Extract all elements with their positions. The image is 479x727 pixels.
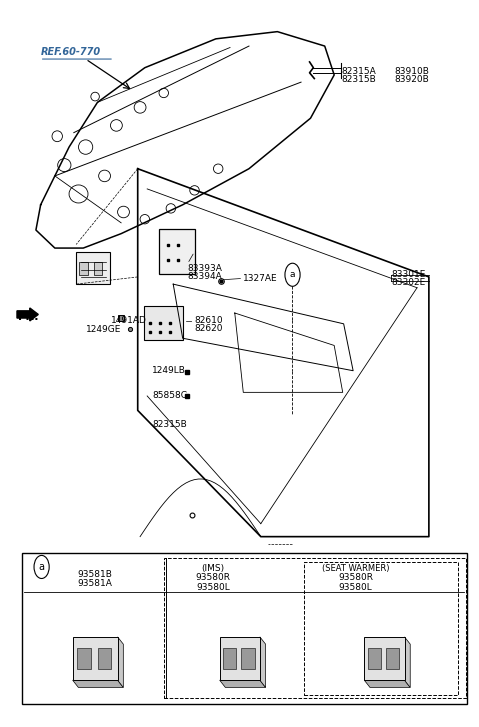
Text: REF.60-770: REF.60-770	[41, 47, 101, 57]
Text: 93581B: 93581B	[78, 570, 113, 579]
Polygon shape	[260, 637, 265, 688]
Text: 1249GE: 1249GE	[86, 325, 121, 334]
Polygon shape	[118, 637, 123, 688]
Text: FR.: FR.	[18, 312, 38, 321]
Text: 83910B: 83910B	[395, 67, 430, 76]
Text: 83302E: 83302E	[391, 278, 425, 287]
Bar	[164, 558, 466, 698]
Text: (SEAT WARMER): (SEAT WARMER)	[322, 564, 389, 573]
Text: a: a	[290, 270, 295, 279]
Bar	[304, 562, 457, 695]
Bar	[365, 637, 405, 680]
Text: 82315B: 82315B	[152, 420, 187, 430]
Polygon shape	[220, 680, 265, 688]
FancyArrow shape	[17, 308, 38, 321]
Bar	[76, 252, 110, 284]
Bar	[159, 228, 194, 274]
Text: 93580R: 93580R	[195, 574, 230, 582]
Bar	[368, 648, 381, 670]
Polygon shape	[405, 637, 410, 688]
Bar	[73, 637, 118, 680]
Text: 82315A: 82315A	[342, 67, 376, 76]
Text: 1327AE: 1327AE	[243, 274, 278, 283]
Text: 83920B: 83920B	[395, 76, 430, 84]
Text: 82315B: 82315B	[342, 76, 376, 84]
Bar	[98, 648, 111, 670]
Text: (IMS): (IMS)	[202, 564, 225, 573]
Text: 83394A: 83394A	[187, 273, 222, 281]
Polygon shape	[365, 680, 410, 688]
Bar	[77, 648, 91, 670]
Text: 93581A: 93581A	[78, 579, 113, 588]
Bar	[94, 262, 102, 276]
Text: 83301E: 83301E	[391, 270, 425, 278]
Bar	[80, 262, 88, 276]
Bar	[144, 306, 182, 340]
Bar	[241, 648, 255, 670]
Bar	[220, 637, 260, 680]
Text: 93580L: 93580L	[196, 582, 230, 592]
Bar	[22, 553, 467, 704]
Text: 1491AD: 1491AD	[111, 316, 147, 325]
Text: 1249LB: 1249LB	[152, 366, 186, 375]
Text: 83393A: 83393A	[187, 264, 222, 273]
Text: 82610: 82610	[194, 316, 223, 325]
Bar	[223, 648, 236, 670]
Text: 85858C: 85858C	[152, 391, 187, 401]
Text: 93580R: 93580R	[338, 574, 373, 582]
Bar	[386, 648, 399, 670]
Polygon shape	[73, 680, 123, 688]
Text: a: a	[39, 562, 45, 572]
Text: 93580L: 93580L	[339, 582, 372, 592]
Text: 82620: 82620	[194, 324, 223, 334]
